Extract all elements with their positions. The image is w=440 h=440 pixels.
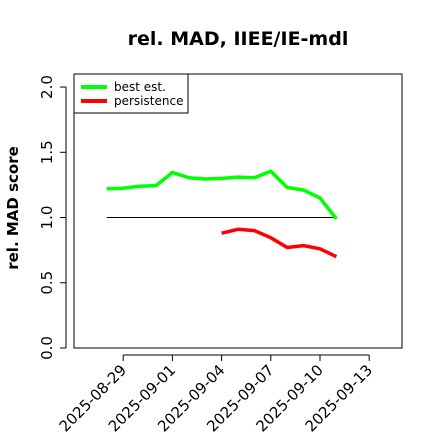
axis-layer: 0.00.51.01.52.02025-08-292025-09-012025-…: [38, 75, 376, 435]
series-layer: [106, 169, 338, 259]
y-tick-label: 0.0: [38, 336, 56, 360]
y-tick-label: 2.0: [38, 75, 56, 99]
series-line-persistence: [221, 227, 338, 259]
series-line-best-est: [106, 169, 338, 220]
chart-title: rel. MAD, IIEE/IE-mdl: [128, 28, 349, 50]
y-tick-label: 1.5: [38, 140, 56, 164]
legend-box: [73, 73, 189, 114]
legend-label: persistence: [114, 94, 183, 108]
y-axis-label: rel. MAD score: [4, 146, 22, 270]
plot-area: [73, 73, 403, 349]
legend: best est.persistence: [73, 73, 189, 114]
y-tick-label: 0.5: [38, 271, 56, 295]
legend-label: best est.: [114, 80, 166, 94]
y-tick-label: 1.0: [38, 206, 56, 230]
